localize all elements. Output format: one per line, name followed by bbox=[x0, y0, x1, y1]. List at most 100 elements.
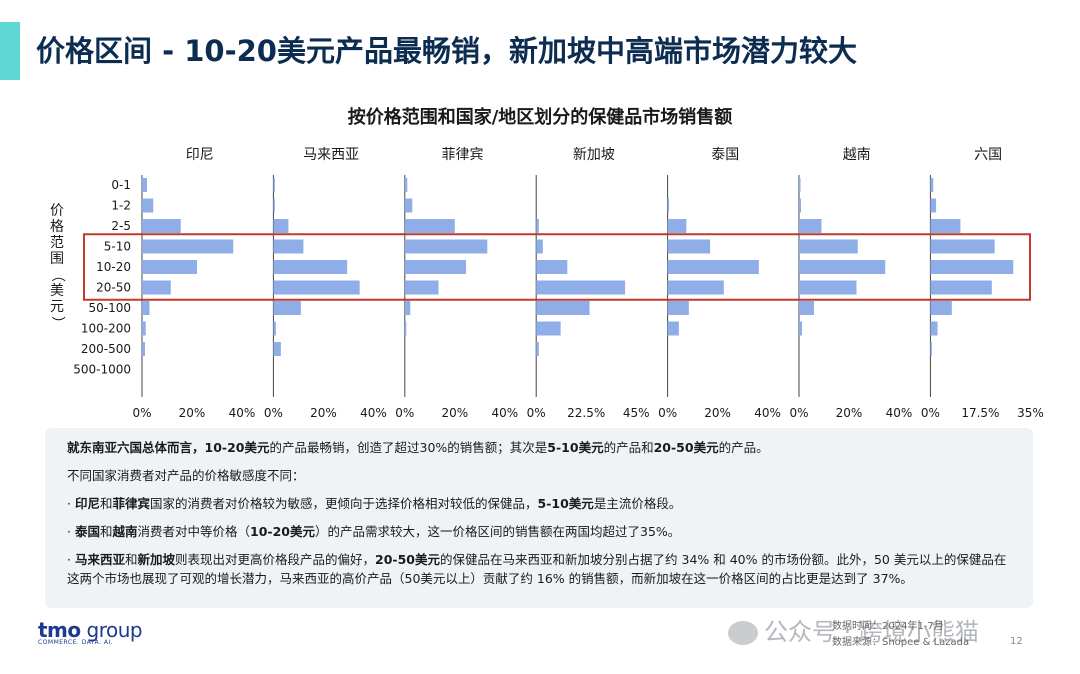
bar bbox=[667, 260, 759, 274]
bar bbox=[404, 178, 408, 192]
bar bbox=[930, 260, 1014, 274]
logo-tagline: COMMERCE. DATA. AI. bbox=[38, 639, 114, 646]
category-label: 200-500 bbox=[81, 342, 131, 356]
bar bbox=[799, 280, 857, 295]
bar bbox=[930, 280, 992, 295]
x-tick-label: 20% bbox=[310, 406, 337, 420]
emph-text: 10-20美元 bbox=[204, 440, 270, 455]
bar bbox=[799, 260, 886, 274]
bar bbox=[930, 178, 934, 192]
panel-title: 新加坡 bbox=[573, 147, 615, 163]
data-source: 数据时间：2024年1-7月 数据来源：Shopee & Lazada bbox=[832, 619, 969, 651]
bar bbox=[273, 280, 360, 295]
page-number: 12 bbox=[1010, 636, 1023, 647]
x-tick-label: 45% bbox=[623, 406, 650, 420]
emph-text: 5-10美元 bbox=[537, 496, 594, 511]
bar bbox=[404, 219, 455, 233]
highlight-box bbox=[83, 233, 1031, 301]
bar bbox=[142, 260, 197, 274]
bar bbox=[142, 178, 147, 192]
title-accent-bar bbox=[0, 22, 20, 80]
emph-text: 新加坡 bbox=[137, 552, 176, 567]
emph-text: 20-50美元 bbox=[653, 440, 719, 455]
x-tick-label: 22.5% bbox=[567, 406, 605, 420]
emph-text: 20-50美元 bbox=[375, 552, 441, 567]
bar bbox=[273, 260, 348, 274]
bar bbox=[142, 239, 234, 254]
page-title: 价格区间 - 10-20美元产品最畅销，新加坡中高端市场潜力较大 bbox=[36, 34, 857, 68]
data-date: 数据时间：2024年1-7月 bbox=[832, 621, 944, 632]
logo-group-word: group bbox=[80, 618, 143, 642]
chart-title: 按价格范围和国家/地区划分的保健品市场销售额 bbox=[347, 107, 733, 128]
summary-line-1: 就东南亚六国总体而言，10-20美元的产品最畅销，创造了超过30%的销售额；其次… bbox=[67, 438, 769, 457]
bar bbox=[273, 301, 301, 315]
bar bbox=[273, 321, 276, 336]
emph-text: 10-20美元 bbox=[250, 524, 316, 539]
bar bbox=[273, 198, 275, 213]
bar bbox=[799, 198, 801, 213]
bar bbox=[273, 342, 281, 356]
text: 和 bbox=[99, 524, 113, 539]
text: 的产品和 bbox=[603, 440, 654, 455]
x-tick-label: 40% bbox=[491, 406, 518, 420]
wechat-icon bbox=[728, 621, 758, 645]
text: 和 bbox=[99, 496, 113, 511]
summary-line-2: 不同国家消费者对产品的价格敏感度不同： bbox=[67, 468, 305, 483]
bar bbox=[536, 219, 539, 233]
y-axis-label: 价格范围（美元） bbox=[49, 203, 65, 330]
emph-text: 5-10美元 bbox=[547, 440, 604, 455]
x-tick-label: 40% bbox=[229, 406, 256, 420]
bar bbox=[142, 280, 171, 295]
text: 的产品。 bbox=[718, 440, 769, 455]
bar bbox=[142, 219, 181, 233]
bar bbox=[536, 239, 543, 254]
panel-title: 印尼 bbox=[186, 147, 214, 163]
category-label: 2-5 bbox=[111, 219, 131, 233]
text: 国家的消费者对价格较为敏感，更倾向于选择价格相对较低的保健品， bbox=[150, 496, 538, 511]
category-label: 20-50 bbox=[96, 281, 131, 295]
bar bbox=[142, 321, 146, 336]
panel-title: 泰国 bbox=[711, 147, 739, 163]
text: 的保健品在马来西亚和新加坡分别占据了约 34% 和 40% 的市场份额。此外，5… bbox=[67, 552, 1007, 586]
bar bbox=[273, 239, 304, 254]
x-tick-label: 0% bbox=[789, 406, 808, 420]
x-tick-label: 0% bbox=[395, 406, 414, 420]
panel-title: 菲律宾 bbox=[442, 147, 484, 163]
bullet-dot: · bbox=[67, 496, 71, 511]
panel-title: 越南 bbox=[843, 147, 871, 163]
x-tick-label: 40% bbox=[754, 406, 781, 420]
emph-text: 泰国 bbox=[74, 524, 100, 539]
price-range-bar-chart: 0-1 1-2 2-5 5-10 10-20 20-50 50-100 100-200 200-… bbox=[73, 147, 1044, 420]
summary-bullet-1: · 印尼和菲律宾国家的消费者对价格较为敏感，更倾向于选择价格相对较低的保健品，5… bbox=[67, 494, 681, 513]
category-label: 100-200 bbox=[81, 322, 131, 336]
x-tick-label: 0% bbox=[264, 406, 283, 420]
bar bbox=[930, 219, 961, 233]
bar bbox=[142, 342, 145, 356]
bar bbox=[799, 219, 822, 233]
bar bbox=[404, 260, 467, 274]
x-tick-label: 17.5% bbox=[961, 406, 999, 420]
panel-title: 马来西亚 bbox=[303, 147, 359, 163]
bar bbox=[536, 342, 539, 356]
x-tick-label: 0% bbox=[658, 406, 677, 420]
bar bbox=[404, 280, 439, 295]
bar bbox=[667, 198, 670, 213]
x-tick-label: 40% bbox=[886, 406, 913, 420]
bar bbox=[667, 239, 711, 254]
watermark: 公众号 · 跨境小熊猫 bbox=[728, 612, 979, 647]
x-tick-label: 20% bbox=[836, 406, 863, 420]
bar bbox=[667, 280, 724, 295]
bar bbox=[404, 301, 411, 315]
text: 是主流价格段。 bbox=[593, 496, 682, 511]
bar bbox=[273, 219, 289, 233]
logo-word: tmo bbox=[38, 618, 81, 642]
text: 的产品最畅销，创造了超过30%的销售额；其次是 bbox=[269, 440, 548, 455]
x-tick-label: 0% bbox=[921, 406, 940, 420]
bar bbox=[930, 239, 995, 254]
x-tick-label: 20% bbox=[441, 406, 468, 420]
bar bbox=[404, 321, 407, 336]
summary-panel: 就东南亚六国总体而言，10-20美元的产品最畅销，创造了超过30%的销售额；其次… bbox=[45, 428, 1033, 608]
watermark-text: 公众号 · 跨境小熊猫 bbox=[764, 618, 979, 646]
category-label: 500-1000 bbox=[73, 363, 131, 377]
bullet-dot: · bbox=[67, 524, 71, 539]
